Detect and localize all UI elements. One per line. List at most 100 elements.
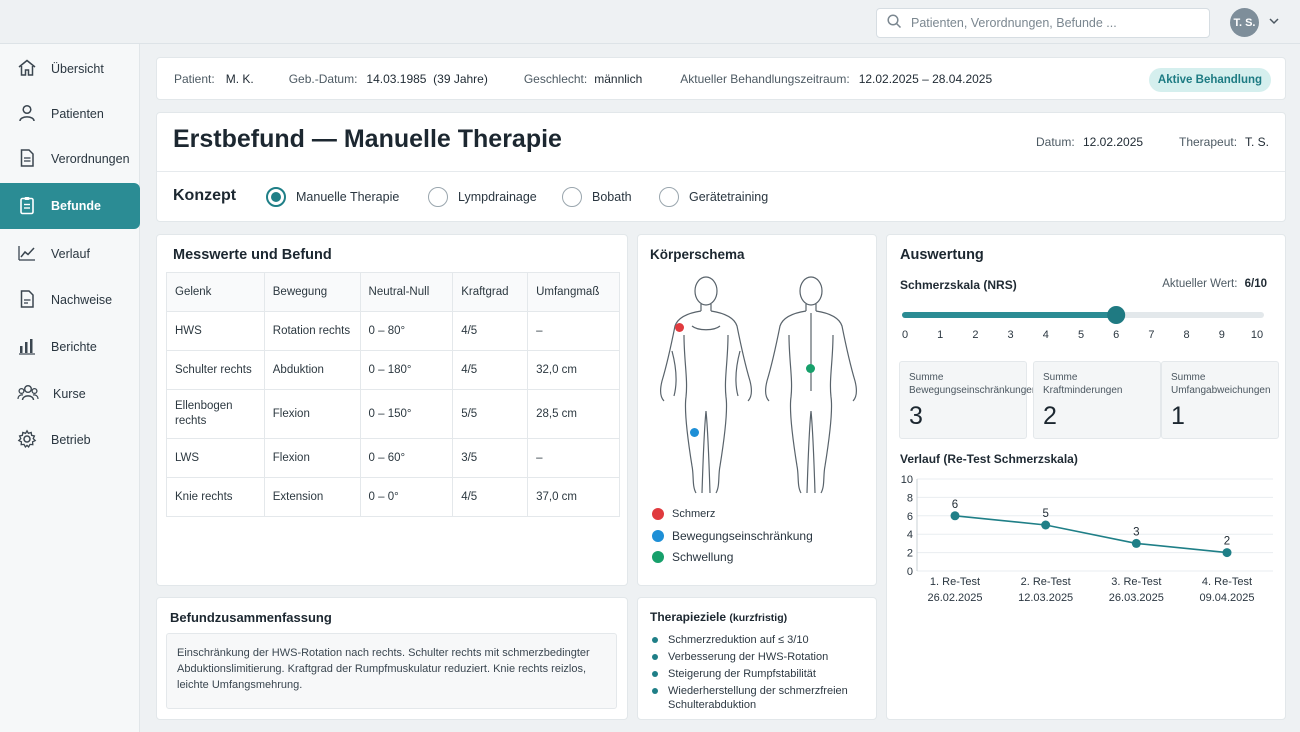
table-cell: 4/5 [452,477,529,517]
sidebar-item-label: Verlauf [51,247,90,261]
chevron-down-icon[interactable] [1268,15,1280,29]
swelling-marker[interactable] [806,364,815,373]
radio-circle[interactable] [659,187,679,207]
slider-tick-label: 10 [1251,329,1263,341]
sidebar-item-verordnungen[interactable]: Verordnungen [0,138,140,180]
radio-circle[interactable] [266,187,286,207]
table-cell: 37,0 cm [527,477,620,517]
table-cell: Flexion [263,438,361,478]
table-cell: – [527,438,620,478]
period-value: 12.02.2025 – 28.04.2025 [858,71,993,86]
legend-label: Schmerz [672,508,716,520]
x-tick-date: 12.03.2025 [1018,592,1073,604]
period-label: Aktueller Behandlungszeitraum: [680,71,850,86]
bullet-icon [652,688,658,694]
table-row[interactable]: Ellenbogen rechts Flexion 0 – 150° 5/5 2… [166,389,620,439]
radio-bobath[interactable]: Bobath [562,187,632,207]
chart-title: Verlauf (Re-Test Schmerzskala) [900,452,1078,466]
radio-manuelle-therapie[interactable]: Manuelle Therapie [266,187,399,207]
sidebar-item-berichte[interactable]: Berichte [0,326,140,368]
pain-slider[interactable]: 0 1 2 3 4 5 6 7 8 9 10 [887,301,1287,345]
sidebar-item-label: Befunde [51,199,101,213]
legend-label: Schwellung [672,550,734,564]
y-tick-label: 8 [907,492,913,504]
summary-text[interactable]: Einschränkung der HWS-Rotation nach rech… [166,633,617,709]
sidebar-item-label: Kurse [53,387,86,401]
table-cell: 32,0 cm [527,350,620,390]
bar-chart-icon [17,336,37,359]
page-title: Erstbefund — Manuelle Therapie [173,125,562,153]
goals-title: Therapieziele [650,610,727,624]
gender-label: Geschlecht: [523,71,588,86]
table-row[interactable]: Schulter rechts Abduktion 0 – 180° 4/5 3… [166,350,620,390]
radio-circle[interactable] [562,187,582,207]
sidebar: Übersicht Patienten Verordnungen Befunde… [0,44,140,732]
column-header: Neutral-Null [359,272,454,312]
table-row[interactable]: HWS Rotation rechts 0 – 80° 4/5 – [166,311,620,351]
status-badge: Aktive Behandlung [1149,68,1271,92]
x-tick-label: 3. Re-Test [1111,576,1161,588]
table-cell: 0 – 80° [359,311,454,351]
goal-text: Steigerung der Rumpfstabilität [668,668,816,680]
x-tick-date: 09.04.2025 [1199,592,1254,604]
document-icon [17,148,37,171]
radio-lympdrainage[interactable]: Lympdrainage [428,187,537,207]
slider-tick-label: 8 [1184,329,1190,341]
table-row[interactable]: LWS Flexion 0 – 60° 3/5 – [166,438,620,478]
sidebar-item-label: Berichte [51,340,97,354]
y-tick-label: 6 [907,511,913,523]
restriction-marker[interactable] [690,428,699,437]
user-icon [17,103,37,126]
gear-icon [17,428,37,452]
sidebar-item-nachweise[interactable]: Nachweise [0,279,140,321]
sum-value: 1 [1171,402,1185,430]
table-row[interactable]: Knie rechts Extension 0 – 0° 4/5 37,0 cm [166,477,620,517]
slider-tick-label: 6 [1113,329,1119,341]
search-box[interactable] [876,8,1210,38]
data-point[interactable] [1222,548,1232,558]
table-cell: 0 – 150° [359,389,454,439]
sum-box-bewegung: Summe Bewegungseinschränkungen 3 [899,361,1037,439]
data-point[interactable] [1041,520,1051,530]
bullet-icon [652,654,658,660]
data-point[interactable] [950,511,960,521]
goal-item: Wiederherstellung der schmerzfreien Schu… [652,684,864,712]
sidebar-item-befunde[interactable]: Befunde [0,183,140,229]
goal-text: Wiederherstellung der schmerzfreien Schu… [668,685,848,711]
slider-tick-label: 2 [972,329,978,341]
table-cell: Rotation rechts [263,311,361,351]
radio-label: Lympdrainage [458,190,537,204]
radio-label: Bobath [592,190,632,204]
pain-marker[interactable] [675,323,684,332]
current-value: 6/10 [1244,278,1267,290]
goal-text: Verbesserung der HWS-Rotation [668,651,829,663]
group-icon [17,383,39,406]
goal-item: Schmerzreduktion auf ≤ 3/10 [652,633,809,647]
bullet-icon [652,671,658,677]
sum-label: Summe Kraftminderungen [1043,372,1123,396]
sidebar-item-verlauf[interactable]: Verlauf [0,233,140,275]
radio-circle[interactable] [428,187,448,207]
slider-tick-label: 3 [1008,329,1014,341]
goal-item: Steigerung der Rumpfstabilität [652,667,816,681]
search-input[interactable] [911,16,1191,30]
line-chart: 0 2 4 6 8 10 6 5 3 2 1. Re-Test 26.02.2025 2. Re-Tes… [901,474,1273,604]
table-cell: Flexion [263,389,361,439]
slider-handle[interactable] [1107,306,1126,324]
table-cell: Schulter rechts [166,350,265,390]
data-label: 6 [952,499,958,511]
column-header: Gelenk [166,272,265,312]
sidebar-item-uebersicht[interactable]: Übersicht [0,48,140,90]
user-avatar[interactable]: T. S. [1230,8,1259,37]
goal-text: Schmerzreduktion auf ≤ 3/10 [668,634,809,646]
sidebar-item-betrieb[interactable]: Betrieb [0,419,140,461]
body-outline-figure[interactable] [648,271,873,499]
radio-geraetetraining[interactable]: Gerätetraining [659,187,768,207]
slider-tick-label: 7 [1148,329,1154,341]
sidebar-item-kurse[interactable]: Kurse [0,373,140,415]
data-point[interactable] [1131,538,1141,548]
red-dot-icon [652,508,664,520]
bullet-icon [652,637,658,643]
blue-dot-icon [652,530,664,542]
sidebar-item-patienten[interactable]: Patienten [0,93,140,135]
